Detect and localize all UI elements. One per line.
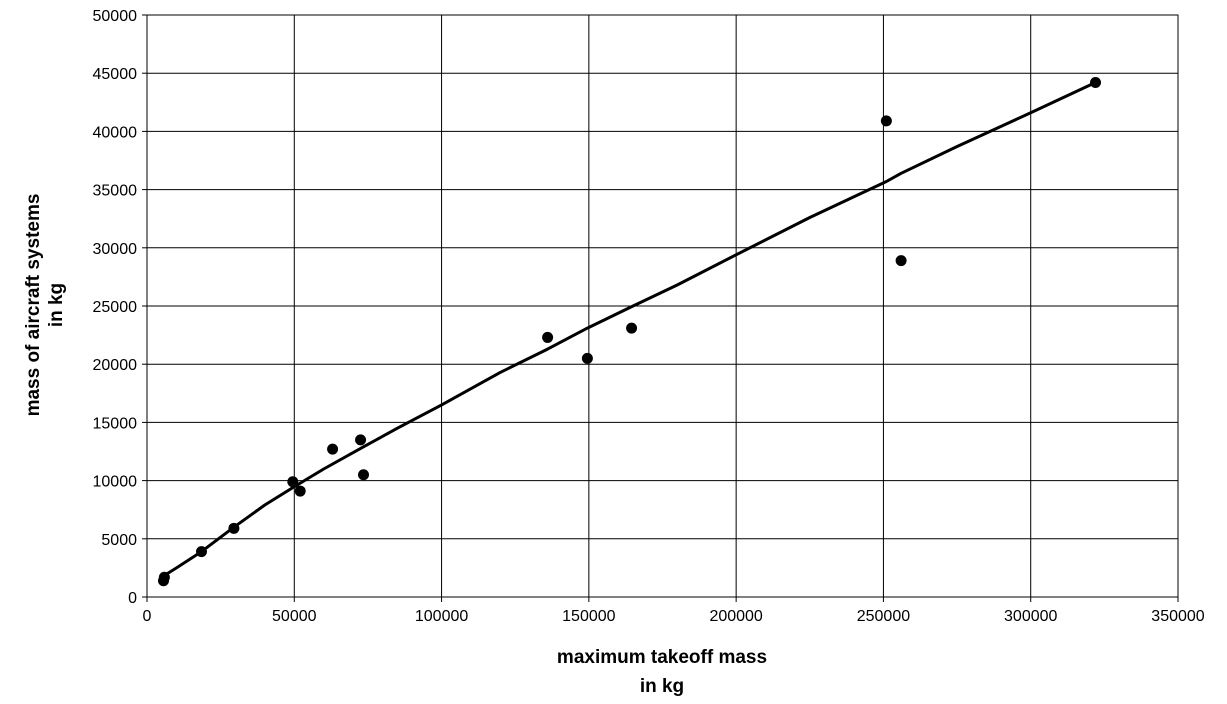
y-tick-label-8: 40000 — [93, 124, 138, 141]
y-axis-title-line-2: in kg — [46, 283, 67, 327]
y-tick-labels: 0 5000 10000 15000 20000 25000 30000 35000 40000… — [93, 8, 138, 607]
plot-area-border — [146, 14, 1179, 598]
y-tick-label-2: 10000 — [93, 474, 138, 491]
x-tick-label-6: 300000 — [1004, 608, 1057, 625]
y-tick-label-5: 25000 — [93, 299, 138, 316]
y-tick-label-0: 0 — [128, 590, 137, 607]
y-axis-title-line-1: mass of aircraft systems — [23, 194, 44, 417]
x-tick-label-2: 100000 — [415, 608, 468, 625]
data-point-2 — [195, 546, 207, 558]
data-point-4 — [287, 476, 299, 488]
data-points-layer — [157, 77, 1102, 587]
data-point-10 — [581, 352, 593, 364]
data-point-6 — [327, 443, 339, 455]
data-point-5 — [294, 485, 306, 497]
x-tick-label-7: 350000 — [1151, 608, 1204, 625]
fit-line — [162, 81, 1097, 578]
data-point-7 — [355, 434, 367, 446]
y-tick-label-9: 45000 — [93, 66, 138, 83]
data-point-11 — [626, 322, 638, 334]
x-tick-label-0: 0 — [143, 608, 152, 625]
y-tick-label-4: 20000 — [93, 357, 138, 374]
x-tick-label-3: 150000 — [562, 608, 615, 625]
x-tick-labels: 0 50000 100000 150000 200000 250000 300000 3500… — [143, 608, 1205, 625]
x-axis-title-line-2: in kg — [640, 676, 684, 697]
y-tick-label-1: 5000 — [101, 532, 137, 549]
y-tick-label-3: 15000 — [93, 415, 138, 432]
fit-line-layer — [162, 81, 1097, 578]
data-point-12 — [880, 115, 892, 127]
y-tick-label-7: 35000 — [93, 183, 138, 200]
data-point-14 — [1090, 77, 1102, 89]
y-tick-label-10: 50000 — [93, 8, 138, 25]
y-tick-label-6: 30000 — [93, 241, 138, 258]
data-point-8 — [358, 469, 370, 481]
data-point-3 — [228, 522, 240, 534]
data-point-9 — [542, 331, 554, 343]
x-tick-label-4: 200000 — [709, 608, 762, 625]
x-tick-label-5: 250000 — [857, 608, 910, 625]
data-point-13 — [895, 255, 907, 267]
data-point-1 — [158, 571, 170, 583]
x-axis-title-line-1: maximum takeoff mass — [557, 647, 767, 668]
x-tick-label-1: 50000 — [272, 608, 317, 625]
grid-layer — [142, 14, 1179, 602]
